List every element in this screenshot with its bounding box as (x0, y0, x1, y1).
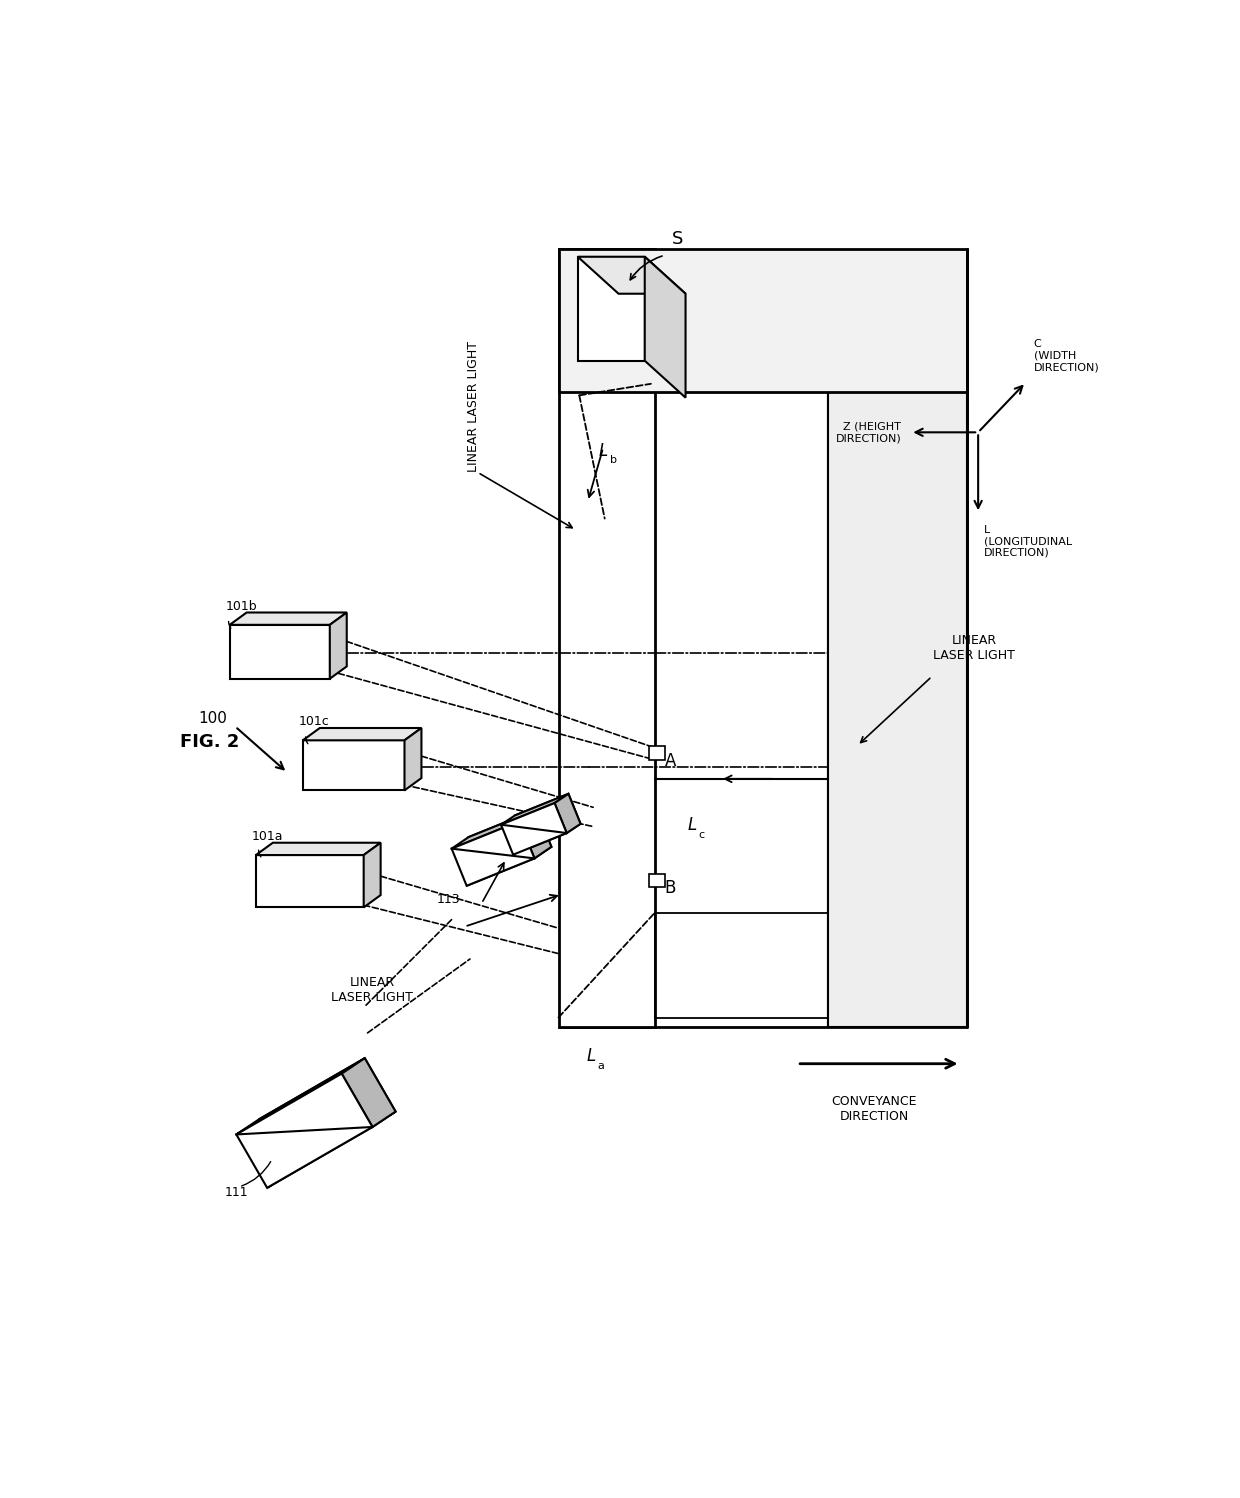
Text: CONVEYANCE
DIRECTION: CONVEYANCE DIRECTION (832, 1095, 916, 1122)
Text: 111: 111 (226, 1186, 249, 1198)
Text: C
(WIDTH
DIRECTION): C (WIDTH DIRECTION) (1034, 339, 1100, 373)
Text: S: S (672, 229, 683, 247)
Text: LINEAR
LASER LIGHT: LINEAR LASER LIGHT (934, 634, 1016, 662)
Polygon shape (828, 391, 967, 1026)
Polygon shape (558, 249, 655, 1026)
Text: 113: 113 (436, 893, 460, 906)
Text: $L$: $L$ (585, 1047, 596, 1065)
Polygon shape (469, 810, 552, 875)
Polygon shape (466, 846, 552, 885)
Polygon shape (501, 803, 567, 855)
Text: $L$: $L$ (687, 816, 697, 834)
Text: $L$: $L$ (598, 442, 609, 460)
Text: c: c (698, 830, 704, 840)
Text: 101c: 101c (299, 715, 330, 728)
Text: A: A (665, 752, 676, 770)
Polygon shape (303, 728, 422, 740)
Text: 101a: 101a (252, 830, 284, 843)
Polygon shape (237, 1074, 372, 1188)
Polygon shape (303, 740, 404, 791)
Polygon shape (520, 810, 552, 858)
Polygon shape (515, 794, 580, 845)
Text: L
(LONGITUDINAL
DIRECTION): L (LONGITUDINAL DIRECTION) (985, 524, 1073, 557)
Polygon shape (259, 1058, 396, 1173)
Polygon shape (451, 810, 537, 849)
Text: B: B (665, 879, 676, 897)
Polygon shape (255, 855, 363, 908)
Polygon shape (554, 794, 580, 833)
Text: FIG. 2: FIG. 2 (180, 733, 239, 750)
Polygon shape (649, 873, 665, 887)
Polygon shape (404, 728, 422, 791)
Text: 101b: 101b (226, 601, 258, 613)
Polygon shape (501, 794, 568, 825)
Text: a: a (598, 1061, 605, 1071)
Polygon shape (237, 1058, 365, 1134)
Polygon shape (451, 821, 534, 885)
Polygon shape (558, 249, 967, 391)
Polygon shape (578, 256, 645, 361)
Polygon shape (229, 613, 347, 625)
Text: 100: 100 (198, 712, 227, 727)
Text: LINEAR
LASER LIGHT: LINEAR LASER LIGHT (331, 975, 413, 1004)
Text: b: b (610, 455, 618, 466)
Polygon shape (649, 746, 665, 761)
Text: Z (HEIGHT
DIRECTION): Z (HEIGHT DIRECTION) (836, 421, 901, 443)
Polygon shape (645, 256, 686, 397)
Polygon shape (255, 843, 381, 855)
Polygon shape (330, 613, 347, 679)
Polygon shape (267, 1112, 396, 1188)
Polygon shape (513, 824, 580, 855)
Polygon shape (363, 843, 381, 908)
Text: LINEAR LASER LIGHT: LINEAR LASER LIGHT (467, 342, 480, 472)
Polygon shape (342, 1058, 396, 1126)
Polygon shape (578, 256, 686, 294)
Polygon shape (229, 625, 330, 679)
